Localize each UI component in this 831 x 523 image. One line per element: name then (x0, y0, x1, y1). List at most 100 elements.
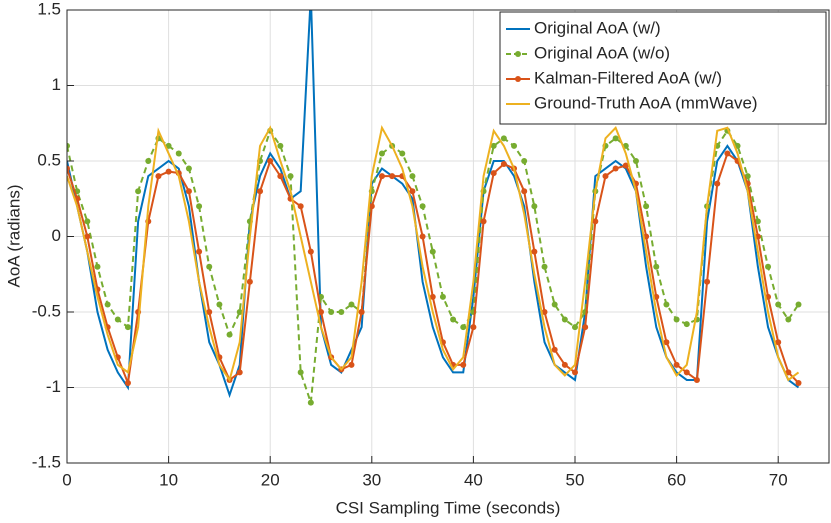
series-marker (84, 233, 91, 240)
series-marker (67, 165, 70, 172)
series-marker (765, 263, 772, 270)
legend-label: Original AoA (w/) (534, 18, 661, 37)
series-marker (795, 301, 802, 308)
legend-marker (515, 51, 521, 57)
series-marker (206, 263, 213, 270)
series-marker (582, 324, 589, 331)
series-marker (785, 369, 792, 376)
legend: Original AoA (w/) Original AoA (w/o) Kalma… (499, 11, 827, 125)
series-marker (399, 150, 406, 157)
series-marker (632, 158, 639, 164)
legend-label: Ground-Truth AoA (mmWave) (534, 93, 758, 112)
series-marker (155, 173, 162, 180)
series-marker (511, 142, 518, 149)
series-marker (490, 142, 497, 149)
series-marker (754, 218, 761, 225)
y-tick-label: -0.5 (32, 301, 61, 320)
series-marker (297, 203, 304, 210)
series-marker (297, 369, 304, 376)
series-marker (328, 309, 335, 315)
legend-marker (515, 76, 521, 82)
series-marker (389, 173, 396, 180)
series-marker (236, 309, 243, 315)
series-marker (693, 376, 700, 383)
series-marker (450, 316, 457, 323)
series-marker (277, 142, 284, 149)
series-marker (358, 309, 365, 315)
series-marker (521, 188, 528, 195)
series-marker (348, 361, 355, 368)
series-marker (307, 399, 314, 406)
series-marker (368, 203, 375, 210)
series-marker (378, 150, 385, 157)
series-marker (84, 218, 91, 225)
legend-label: Kalman-Filtered AoA (w/) (534, 68, 722, 87)
series-marker (409, 188, 416, 195)
series-marker (419, 203, 426, 210)
x-tick-label: 20 (261, 470, 280, 489)
series-marker (226, 331, 233, 338)
series-marker (318, 309, 324, 315)
series-marker (714, 180, 721, 187)
series-marker (338, 309, 345, 315)
series-marker (216, 301, 223, 308)
series-marker (622, 162, 629, 169)
series-marker (378, 173, 385, 180)
series-marker (744, 173, 751, 180)
series-marker (460, 324, 467, 331)
series-marker (541, 263, 548, 270)
x-tick-label: 70 (769, 470, 788, 489)
series-marker (409, 173, 416, 180)
series-marker (419, 233, 426, 240)
y-tick-label: 0 (52, 226, 61, 245)
y-tick-label: 0.5 (37, 150, 61, 169)
x-tick-label: 0 (62, 470, 71, 489)
series-marker (135, 188, 142, 195)
y-tick-label: 1.5 (37, 0, 61, 18)
series-marker (165, 142, 172, 149)
series-marker (246, 278, 253, 285)
series-marker (124, 324, 131, 331)
series-marker (795, 379, 802, 386)
series-marker (277, 173, 284, 180)
y-tick-label: 1 (52, 75, 61, 94)
x-tick-label: 40 (464, 470, 483, 489)
series-marker (145, 158, 152, 164)
series-marker (785, 316, 792, 323)
series-line (67, 10, 800, 399)
series-marker (165, 168, 172, 175)
series-marker (500, 161, 507, 168)
series-line (67, 124, 800, 383)
series-marker (500, 135, 507, 142)
series-marker (531, 203, 538, 210)
y-tick-label: -1.5 (32, 452, 61, 471)
series-marker (460, 361, 467, 368)
series-marker (551, 301, 558, 308)
x-tick-label: 50 (566, 470, 585, 489)
series-marker (439, 293, 446, 300)
series-marker (307, 248, 314, 255)
y-axis-label: AoA (radians) (4, 185, 23, 288)
series-marker (124, 379, 131, 386)
series-marker (257, 188, 264, 195)
series-marker (724, 150, 731, 157)
series-marker (704, 278, 711, 285)
series-marker (673, 316, 680, 323)
series-marker (267, 158, 274, 164)
series-marker (470, 324, 477, 331)
series-marker (775, 301, 782, 308)
series-marker (480, 218, 487, 225)
x-tick-label: 10 (159, 470, 178, 489)
series-marker (185, 165, 192, 172)
series-marker (551, 346, 558, 353)
series-marker (67, 142, 70, 149)
x-tick-label: 60 (667, 470, 686, 489)
series-marker (531, 248, 538, 255)
series-marker (429, 293, 436, 300)
data (67, 10, 802, 406)
series-marker (592, 218, 599, 225)
series-marker (683, 321, 690, 328)
series-marker (429, 248, 436, 255)
x-tick-label: 30 (362, 470, 381, 489)
series-marker (196, 203, 203, 210)
